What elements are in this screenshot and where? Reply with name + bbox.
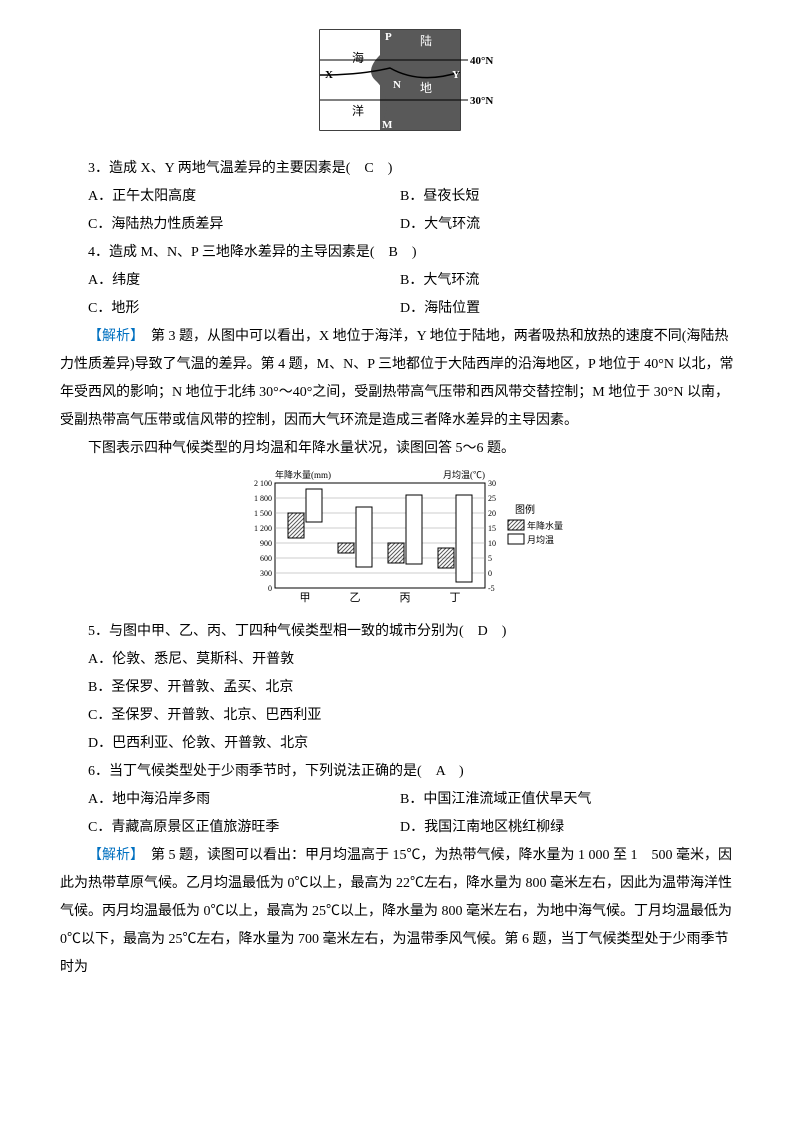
q5-optD: D．巴西利亚、伦敦、开普敦、北京 [60,730,740,758]
svg-text:月均温: 月均温 [527,534,554,545]
svg-text:0: 0 [488,569,492,578]
label-40n: 40°N [470,55,493,67]
q5-optB: B．圣保罗、开普敦、孟买、北京 [60,674,740,702]
q3-optB: B．昼夜长短 [400,183,740,211]
svg-text:乙: 乙 [350,591,361,604]
svg-text:300: 300 [260,569,272,578]
q3-optC: C．海陆热力性质差异 [60,211,400,239]
svg-text:30: 30 [488,479,496,488]
label-sea: 海 [352,50,364,65]
q6-optD: D．我国江南地区桃红柳绿 [400,814,740,842]
svg-text:0: 0 [268,584,272,593]
label-30n: 30°N [470,95,493,107]
svg-text:5: 5 [488,554,492,563]
svg-text:-5: -5 [488,584,495,593]
q3-optA: A．正午太阳高度 [60,183,400,211]
map-diagram: P 陆 海 X N Y 地 洋 M 40°N 30°N [310,20,490,140]
svg-text:年降水量(mm): 年降水量(mm) [275,469,331,480]
q4-stem: 4．造成 M、N、P 三地降水差异的主导因素是( B ) [60,239,740,267]
svg-text:甲: 甲 [300,592,311,604]
q4-optC: C．地形 [60,295,400,323]
label-ocean: 洋 [352,103,364,118]
q4-optA: A．纬度 [60,267,400,295]
q3-options-row1: A．正午太阳高度 B．昼夜长短 [60,183,740,211]
svg-text:25: 25 [488,494,496,503]
label-P: P [385,31,392,43]
label-land2: 地 [420,81,432,95]
q3-optD: D．大气环流 [400,211,740,239]
q6-options-row1: A．地中海沿岸多雨 B．中国江淮流域正值伏旱天气 [60,786,740,814]
svg-text:600: 600 [260,554,272,563]
climate-chart: 2 100 1 800 1 500 1 200 900 600 300 0 30… [230,468,570,608]
q6-optA: A．地中海沿岸多雨 [60,786,400,814]
q4-options-row2: C．地形 D．海陆位置 [60,295,740,323]
label-N: N [393,79,401,91]
svg-text:年降水量: 年降水量 [527,520,563,531]
svg-text:2 100: 2 100 [254,479,272,488]
q5-optC: C．圣保罗、开普敦、北京、巴西利亚 [60,702,740,730]
label-X: X [325,69,333,81]
q5-optA: A．伦敦、悉尼、莫斯科、开普敦 [60,646,740,674]
label-Y: Y [452,69,460,81]
intro-chart: 下图表示四种气候类型的月均温和年降水量状况，读图回答 5～6 题。 [60,435,740,463]
svg-text:900: 900 [260,539,272,548]
q3-stem: 3．造成 X、Y 两地气温差异的主要因素是( C ) [60,155,740,183]
q5-stem: 5．与图中甲、乙、丙、丁四种气候类型相一致的城市分别为( D ) [60,618,740,646]
explanation-1: 【解析】 第 3 题，从图中可以看出，X 地位于海洋，Y 地位于陆地，两者吸热和… [60,323,740,435]
explanation-2: 【解析】 第 5 题，读图可以看出：甲月均温高于 15℃，为热带气候，降水量为 … [60,842,740,982]
svg-text:月均温(℃): 月均温(℃) [443,469,485,480]
q6-optB: B．中国江淮流域正值伏旱天气 [400,786,740,814]
explain2-text: 第 5 题，读图可以看出：甲月均温高于 15℃，为热带气候，降水量为 1 000… [60,848,732,975]
svg-text:1 500: 1 500 [254,509,272,518]
svg-text:丁: 丁 [450,592,461,604]
svg-text:丙: 丙 [400,592,411,604]
svg-text:1 200: 1 200 [254,524,272,533]
q3-options-row2: C．海陆热力性质差异 D．大气环流 [60,211,740,239]
label-land1: 陆 [420,33,432,48]
explain1-label: 【解析】 [88,329,137,344]
q4-options-row1: A．纬度 B．大气环流 [60,267,740,295]
svg-text:15: 15 [488,524,496,533]
svg-text:图例: 图例 [515,503,535,516]
explain1-text: 第 3 题，从图中可以看出，X 地位于海洋，Y 地位于陆地，两者吸热和放热的速度… [60,329,733,428]
label-M: M [382,119,393,131]
q6-stem: 6．当丁气候类型处于少雨季节时，下列说法正确的是( A ) [60,758,740,786]
q4-optD: D．海陆位置 [400,295,740,323]
svg-text:10: 10 [488,539,496,548]
svg-text:1 800: 1 800 [254,494,272,503]
q6-options-row2: C．青藏高原景区正值旅游旺季 D．我国江南地区桃红柳绿 [60,814,740,842]
svg-text:20: 20 [488,509,496,518]
q6-optC: C．青藏高原景区正值旅游旺季 [60,814,400,842]
explain2-label: 【解析】 [88,848,137,863]
q4-optB: B．大气环流 [400,267,740,295]
